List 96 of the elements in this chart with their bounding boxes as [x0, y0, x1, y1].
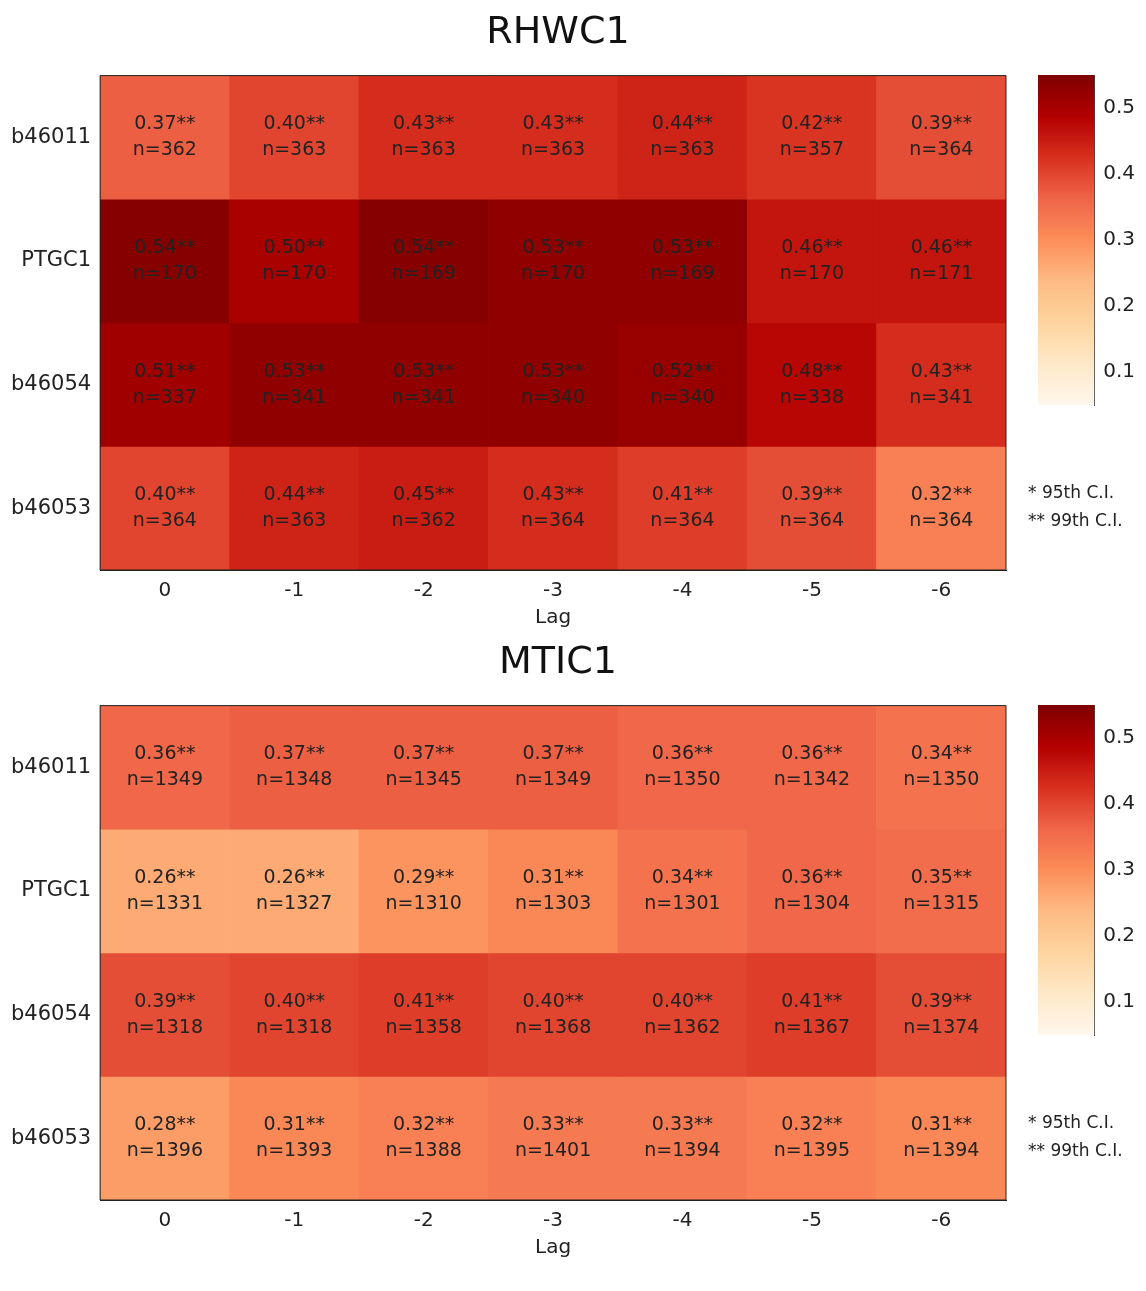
color-bar-label: 0.5 [1103, 724, 1136, 749]
data-label: 0.36** n=1350 [644, 741, 721, 790]
data-label: 0.53** n=169 [650, 234, 715, 283]
data-label: 0.37** n=1348 [256, 741, 333, 790]
data-label: 0.36** n=1342 [773, 741, 851, 790]
data-label: 0.43** n=364 [520, 482, 586, 531]
x-tick-label: -4 [672, 577, 693, 602]
x-tick-label: -1 [284, 577, 305, 602]
data-label: 0.31** n=1394 [903, 1112, 980, 1161]
color-bar-label: 0.5 [1103, 94, 1136, 119]
text: * 95th C.I. [1028, 481, 1116, 504]
color-bar-label: 0.2 [1103, 292, 1136, 317]
data-label: 0.31** n=1393 [256, 1112, 333, 1161]
color-bar-label: 0.3 [1103, 226, 1136, 251]
data-label: 0.50** n=170 [262, 234, 327, 283]
color-bar-label: 0.3 [1103, 856, 1136, 881]
x-tick-label: -5 [801, 1207, 822, 1232]
data-label: 0.37** n=1349 [514, 741, 592, 790]
data-label: 0.34** n=1301 [644, 864, 721, 913]
data-label: 0.39** n=364 [909, 111, 974, 160]
data-label: 0.41** n=1358 [385, 988, 462, 1037]
data-label: 0.32** n=1388 [385, 1112, 462, 1161]
x-tick-label: -2 [413, 577, 434, 602]
x-tick-label: -3 [543, 1207, 564, 1232]
y-tick-label: PTGC1 [21, 247, 92, 272]
data-label: 0.53** n=341 [391, 358, 456, 407]
data-label: 0.44** n=363 [650, 111, 715, 160]
color-bar-label: 0.4 [1103, 160, 1136, 185]
data-label: 0.32** n=1395 [773, 1112, 851, 1161]
text: ** 99th C.I. [1028, 509, 1123, 532]
y-tick-label: b46053 [10, 494, 92, 519]
y-tick-label: b46054 [10, 371, 92, 396]
data-label: 0.26** n=1327 [256, 864, 333, 913]
data-label: 0.39** n=1374 [903, 988, 980, 1037]
data-label: 0.54** n=169 [391, 234, 456, 283]
data-label: 0.52** n=340 [650, 358, 715, 407]
data-label: 0.41** n=364 [650, 482, 715, 531]
data-label: 0.44** n=363 [262, 482, 327, 531]
data-label: 0.40** n=1368 [514, 988, 592, 1037]
x-axis-title: Lag [535, 1234, 572, 1259]
x-tick-label: -3 [543, 577, 564, 602]
x-tick-label: -1 [284, 1207, 305, 1232]
data-label: 0.33** n=1401 [514, 1112, 592, 1161]
data-label: 0.33** n=1394 [644, 1112, 721, 1161]
data-label: 0.46** n=170 [779, 234, 844, 283]
color-bar-label: 0.4 [1103, 790, 1136, 815]
data-label: 0.53** n=170 [520, 234, 586, 283]
text: ** 99th C.I. [1028, 1139, 1123, 1162]
data-label: 0.46** n=171 [909, 234, 974, 283]
data-label: 0.28** n=1396 [126, 1112, 203, 1161]
data-label: 0.31** n=1303 [514, 864, 592, 913]
y-tick-label: b46053 [10, 1124, 92, 1149]
x-tick-label: -6 [931, 1207, 952, 1232]
color-bar-label: 0.1 [1103, 988, 1136, 1013]
data-label: 0.42** n=357 [779, 111, 844, 160]
data-label: 0.40** n=1362 [644, 988, 721, 1037]
chart-title: MTIC1 [498, 638, 618, 682]
data-label: 0.43** n=363 [520, 111, 586, 160]
data-label: 0.51** n=337 [132, 358, 197, 407]
x-tick-label: -4 [672, 1207, 693, 1232]
data-label: 0.39** n=1318 [126, 988, 203, 1037]
data-label: 0.37** n=1345 [385, 741, 462, 790]
chart-title: RHWC1 [485, 8, 631, 52]
data-label: 0.35** n=1315 [903, 864, 980, 913]
data-label: 0.34** n=1350 [903, 741, 980, 790]
data-label: 0.54** n=170 [132, 234, 197, 283]
x-tick-label: 0 [158, 577, 172, 602]
data-label: 0.40** n=1318 [256, 988, 333, 1037]
data-label: 0.53** n=341 [262, 358, 327, 407]
data-label: 0.36** n=1349 [126, 741, 203, 790]
x-tick-label: 0 [158, 1207, 172, 1232]
x-tick-label: -6 [931, 577, 952, 602]
data-label: 0.32** n=364 [909, 482, 974, 531]
data-label: 0.48** n=338 [779, 358, 844, 407]
y-tick-label: b46054 [10, 1001, 92, 1026]
y-tick-label: b46011 [10, 123, 92, 148]
data-label: 0.36** n=1304 [773, 864, 851, 913]
x-axis-title: Lag [535, 604, 572, 629]
x-tick-label: -2 [413, 1207, 434, 1232]
data-label: 0.43** n=363 [391, 111, 456, 160]
text: * 95th C.I. [1028, 1111, 1116, 1134]
data-label: 0.37** n=362 [132, 111, 197, 160]
x-tick-label: -5 [801, 577, 822, 602]
y-tick-label: b46011 [10, 753, 92, 778]
data-label: 0.39** n=364 [779, 482, 844, 531]
data-label: 0.40** n=364 [132, 482, 197, 531]
data-label: 0.29** n=1310 [385, 864, 462, 913]
data-label: 0.43** n=341 [909, 358, 974, 407]
color-bar-label: 0.1 [1103, 358, 1136, 383]
data-label: 0.26** n=1331 [126, 864, 203, 913]
data-label: 0.41** n=1367 [773, 988, 851, 1037]
data-label: 0.53** n=340 [520, 358, 586, 407]
y-tick-label: PTGC1 [21, 877, 92, 902]
color-bar-label: 0.2 [1103, 922, 1136, 947]
data-label: 0.40** n=363 [262, 111, 327, 160]
data-label: 0.45** n=362 [391, 482, 456, 531]
